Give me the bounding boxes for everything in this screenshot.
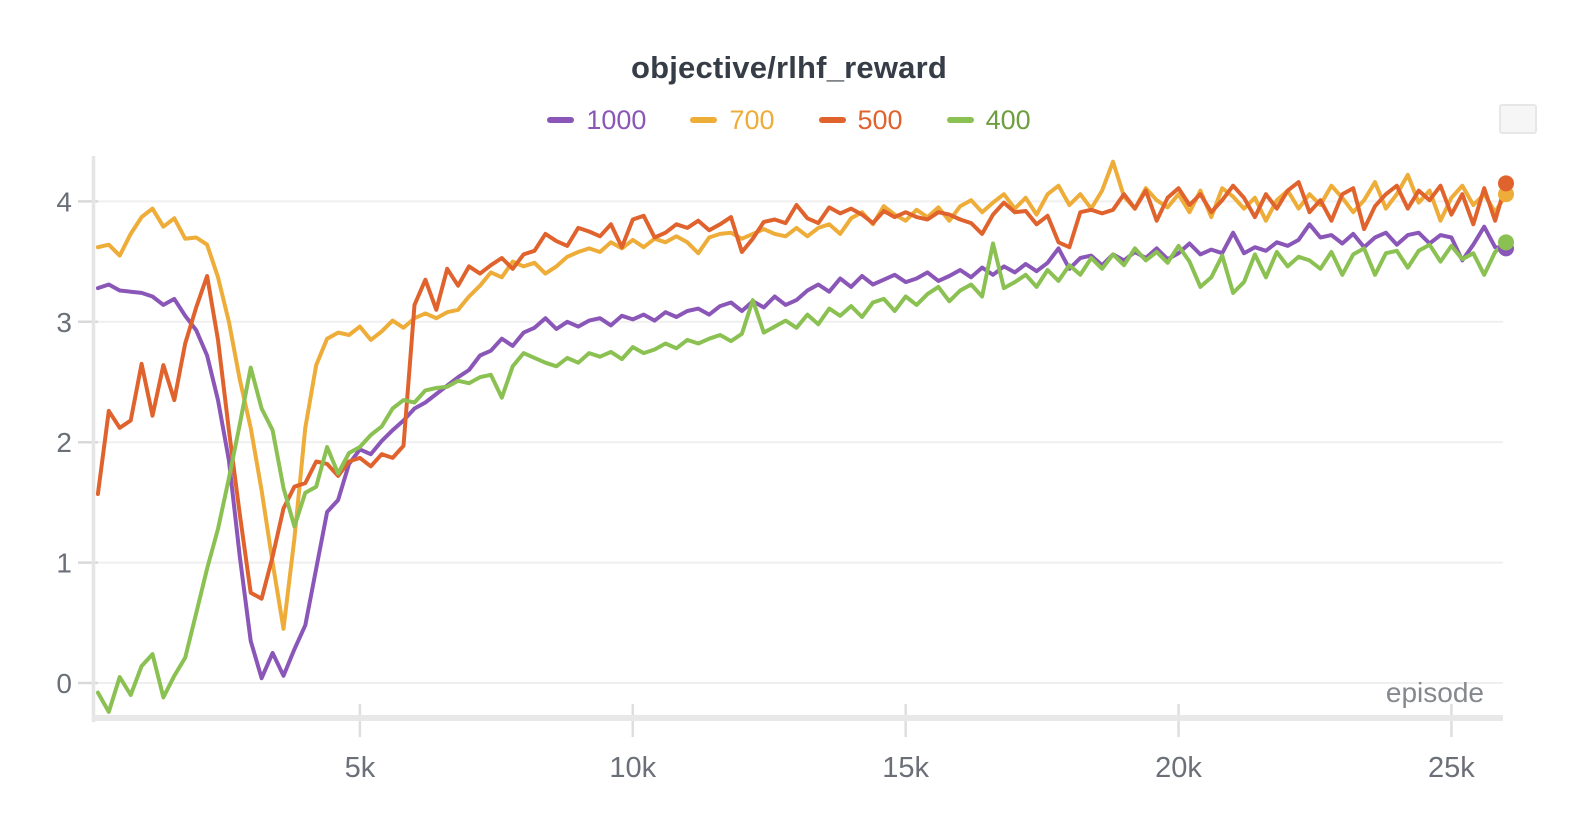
x-tick-label: 25k xyxy=(1428,752,1475,784)
series-line-400[interactable] xyxy=(95,240,1508,714)
legend-label-500: 500 xyxy=(857,104,903,135)
legend-swatch-400 xyxy=(946,117,974,123)
legend-item-500[interactable]: 500 xyxy=(818,104,903,135)
series-line-500[interactable] xyxy=(95,180,1508,601)
series-line-1000[interactable] xyxy=(95,222,1508,681)
legend-label-700: 700 xyxy=(729,104,775,135)
series-end-dot-500 xyxy=(1498,175,1514,192)
legend-label-400: 400 xyxy=(985,104,1031,135)
chart-legend: 1000 700 500 400 xyxy=(0,103,1578,137)
x-tick-label: 5k xyxy=(345,752,376,784)
legend-swatch-1000 xyxy=(547,117,575,123)
chart-title: objective/rlhf_reward xyxy=(630,50,948,85)
x-tick-label: 10k xyxy=(609,752,656,784)
legend-item-400[interactable]: 400 xyxy=(946,104,1031,135)
legend-item-1000[interactable]: 1000 xyxy=(547,104,647,135)
y-tick-label: 3 xyxy=(56,307,72,338)
x-axis-title: episode xyxy=(1386,677,1484,708)
legend-item-700[interactable]: 700 xyxy=(690,104,775,135)
x-tick-label: 15k xyxy=(882,752,929,784)
y-tick-label: 1 xyxy=(56,548,72,579)
series-line-700[interactable] xyxy=(95,159,1508,631)
legend-swatch-700 xyxy=(690,117,718,123)
x-tick-label: 20k xyxy=(1155,752,1202,784)
y-tick-label: 0 xyxy=(56,668,72,699)
y-tick-label: 2 xyxy=(56,427,72,458)
y-tick-label: 4 xyxy=(56,186,72,217)
legend-swatch-500 xyxy=(818,117,846,123)
series-end-dot-400 xyxy=(1498,234,1514,251)
legend-label-1000: 1000 xyxy=(586,104,647,135)
panel-scroll-thumb[interactable] xyxy=(1499,104,1537,134)
